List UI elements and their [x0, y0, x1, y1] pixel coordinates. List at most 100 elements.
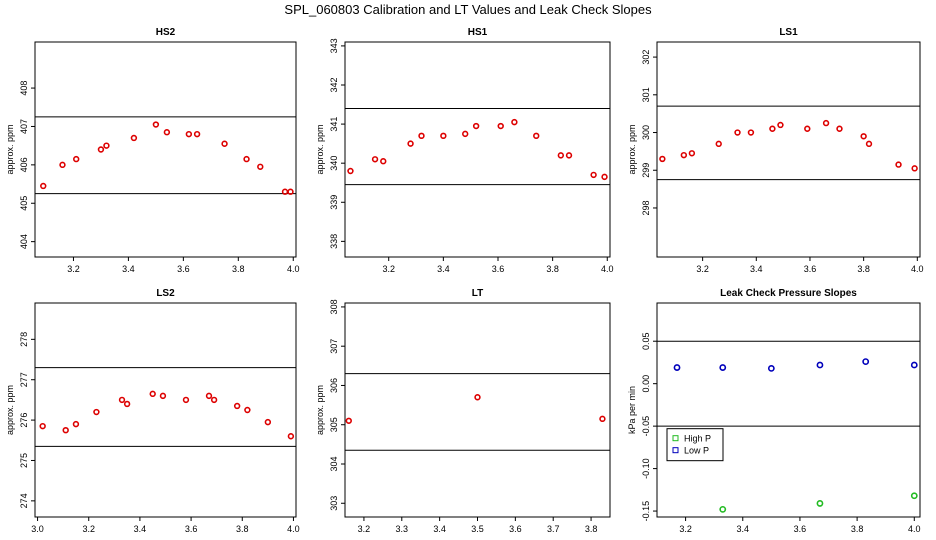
panel-hs1-y-axis-label: approx. ppm — [315, 124, 325, 174]
panel-ls1-y-tick-label: 302 — [641, 50, 651, 65]
panel-ls2-point — [93, 408, 100, 416]
panel-hs1-point — [565, 152, 573, 159]
panel-leak-check-pressure-slopes-legend-swatch-high-p — [672, 435, 679, 442]
panel-leak-check-pressure-slopes-y-tick-label: -0.10 — [641, 458, 651, 479]
panel-hs2-title: HS2 — [156, 27, 176, 38]
panel-hs2-y-tick-label: 407 — [19, 119, 29, 134]
panel-hs1-point — [533, 132, 540, 140]
panel-hs1-point — [440, 132, 447, 140]
panel-hs2-x-tick-label: 3.8 — [232, 264, 245, 274]
panel-ls2-y-axis-label: approx. ppm — [5, 385, 15, 435]
panel-ls1-point — [836, 125, 843, 132]
panel-lt-x-tick-label: 3.2 — [358, 524, 371, 534]
panel-leak-check-pressure-slopes-y-tick-label: 0.05 — [641, 332, 651, 350]
panel-ls2-y-tick-label: 275 — [19, 453, 29, 468]
panel-hs2-y-tick-label: 404 — [19, 234, 29, 249]
panel-ls2-point — [210, 396, 218, 404]
panel-ls2-point — [149, 390, 156, 398]
panel-ls1-point — [688, 150, 696, 157]
panel-hs2-point — [152, 121, 160, 128]
panel-hs1-point — [557, 152, 565, 159]
panel-leak-check-pressure-slopes-x-tick-label: 4.0 — [908, 524, 921, 534]
panel-hs1-point — [371, 156, 379, 163]
panel-ls1-point — [659, 155, 666, 163]
panel-ls1-point — [769, 125, 776, 132]
panel-hs1-x-tick-label: 3.2 — [382, 264, 395, 274]
panel-hs1-x-tick-label: 3.8 — [546, 264, 559, 274]
panel-ls1-y-axis-label: approx. ppm — [627, 124, 637, 174]
panel-leak-check-pressure-slopes-y-axis-label: kPa per min — [627, 386, 637, 434]
panel-ls2-y-tick-label: 276 — [19, 413, 29, 428]
panel-leak-check-pressure-slopes-point-low-p — [862, 358, 870, 365]
panel-hs2-y-tick-label: 408 — [19, 81, 29, 96]
panel-leak-check-pressure-slopes-y-tick-label: -0.05 — [641, 416, 651, 437]
panel-hs2-point — [185, 130, 193, 138]
panel-ls2-point — [118, 396, 126, 404]
panel-lt-point — [599, 415, 606, 423]
panel-ls1-point — [865, 140, 873, 148]
panel-ls1-point — [715, 140, 722, 148]
panel-ls2-x-tick-label: 3.6 — [185, 524, 198, 534]
panel-hs2-point — [243, 155, 250, 163]
panel-hs1-point — [347, 167, 354, 175]
panel-lt-y-axis-label: approx. ppm — [315, 385, 325, 435]
panel-ls1-point — [680, 151, 688, 159]
panel-lt-x-tick-label: 3.7 — [547, 524, 560, 534]
panel-hs2-x-tick-label: 4.0 — [287, 264, 300, 274]
panel-ls1-y-tick-label: 301 — [641, 87, 651, 102]
panel-hs2-y-tick-label: 406 — [19, 157, 29, 172]
panel-hs1-frame — [344, 41, 611, 258]
panel-ls2-point — [62, 426, 69, 434]
panel-hs1-point — [462, 130, 469, 138]
panel-hs1-x-tick-label: 3.4 — [437, 264, 450, 274]
panel-ls2-point — [182, 396, 190, 404]
panel-hs1-y-tick-label: 340 — [329, 156, 339, 171]
panel-hs1-y-tick-label: 341 — [329, 117, 339, 132]
panel-lt-y-tick-label: 304 — [329, 456, 339, 471]
panel-hs2-x-tick-label: 3.6 — [177, 264, 190, 274]
panel-ls2-point — [72, 420, 80, 428]
panel-ls1-x-tick-label: 3.8 — [857, 264, 870, 274]
panel-lt-x-tick-label: 3.4 — [433, 524, 446, 534]
panel-hs1-y-tick-label: 342 — [329, 77, 339, 92]
panel-leak-check-pressure-slopes-point-low-p — [910, 361, 918, 369]
panel-leak-check-pressure-slopes-x-tick-label: 3.8 — [851, 524, 864, 534]
panel-ls1-y-tick-label: 298 — [641, 200, 651, 215]
panel-hs1-point — [418, 132, 425, 140]
panel-ls1-point — [734, 129, 741, 136]
panel-hs1-point — [590, 171, 597, 179]
panel-ls1-point — [860, 133, 867, 140]
panel-ls2-x-tick-label: 3.8 — [236, 524, 249, 534]
panel-hs2-x-tick-label: 3.2 — [67, 264, 80, 274]
panel-lt-frame — [344, 302, 611, 518]
panel-hs1-point — [380, 158, 387, 165]
panel-hs1-point — [497, 122, 504, 130]
panel-hs2-point — [59, 161, 66, 169]
panel-leak-check-pressure-slopes-point-low-p — [719, 364, 727, 371]
panel-hs2-y-axis-label: approx. ppm — [5, 124, 15, 174]
panel-hs1-y-tick-label: 338 — [329, 234, 339, 249]
panel-ls1-point — [804, 125, 811, 132]
panel-ls1-x-tick-label: 3.4 — [750, 264, 763, 274]
panel-lt-y-tick-label: 303 — [329, 496, 339, 511]
panel-ls2-point — [287, 433, 295, 440]
panel-hs2-x-tick-label: 3.4 — [122, 264, 135, 274]
panel-ls2-x-tick-label: 3.0 — [31, 524, 44, 534]
panel-hs1-point — [472, 122, 480, 130]
panel-ls1-x-tick-label: 4.0 — [911, 264, 924, 274]
panel-ls1-point — [822, 119, 830, 127]
panel-ls1-title: LS1 — [779, 27, 798, 38]
panel-ls1-x-tick-label: 3.6 — [804, 264, 817, 274]
panel-hs2-point — [281, 188, 289, 195]
panel-hs2-point — [103, 142, 110, 149]
panel-lt-title: LT — [472, 288, 483, 299]
panel-lt-y-tick-label: 306 — [329, 378, 339, 393]
panel-ls2-frame — [34, 302, 297, 518]
panel-leak-check-pressure-slopes-point-low-p — [767, 364, 775, 372]
panel-ls2-x-tick-label: 3.4 — [134, 524, 147, 534]
panel-leak-check-pressure-slopes-legend-label-low-p: Low P — [684, 446, 709, 456]
panel-ls1-point — [895, 161, 902, 168]
panel-ls1-point — [747, 129, 755, 136]
panel-hs2-point — [73, 155, 80, 163]
panel-ls1-frame — [656, 41, 921, 258]
